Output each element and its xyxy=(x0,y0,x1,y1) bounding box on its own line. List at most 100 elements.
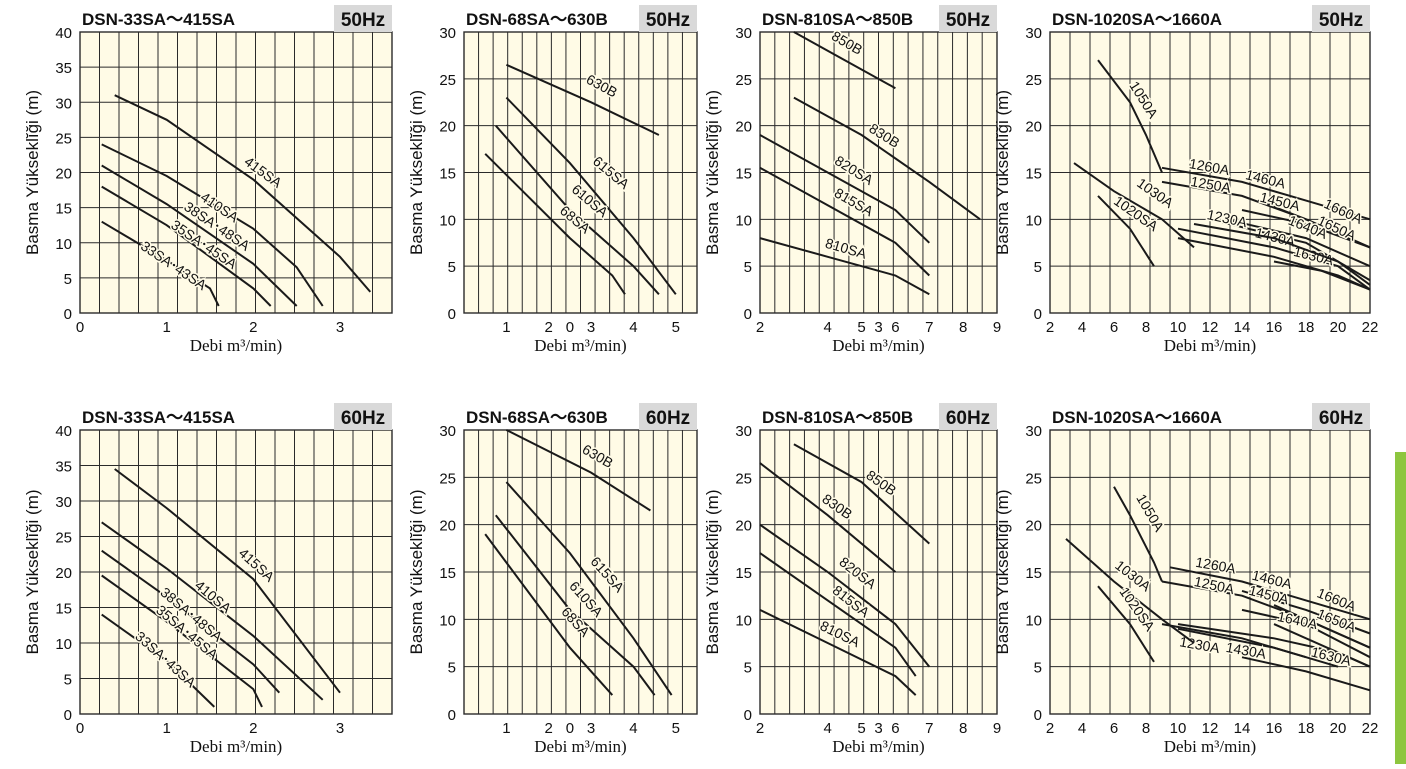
chart-8-x-tick-label: 20 xyxy=(1330,720,1347,737)
chart-4-series-line-1650A xyxy=(1209,218,1371,282)
chart-6-series-line-68SA xyxy=(484,533,614,696)
chart-7-frequency-box xyxy=(939,403,997,430)
chart-7-x-tick-label: 6 xyxy=(891,720,899,737)
chart-8-y-tick-label: 25 xyxy=(1025,470,1042,487)
chart-1-x-tick-label: 3 xyxy=(336,319,344,336)
chart-1-y-tick-label: 5 xyxy=(64,271,72,288)
chart-7-series-line-810SA xyxy=(759,609,917,696)
chart-1-y-tick-label: 10 xyxy=(55,236,72,253)
chart-7-x-tick-label: 3 xyxy=(874,720,882,737)
chart-2-x-tick-label: 2 xyxy=(545,319,553,336)
chart-7-title: DSN-810SA～850B xyxy=(762,408,913,427)
chart-6-x-axis-label: Debi m³/min) xyxy=(534,737,626,756)
chart-1-title: DSN-33SA～415SA xyxy=(82,10,235,29)
chart-7-x-tick-label: 5 xyxy=(857,720,865,737)
chart-4-series-line-1640A xyxy=(1177,227,1371,291)
chart-3-series-line-820SA xyxy=(759,134,930,244)
chart-2-series-line-68SA xyxy=(484,153,626,295)
chart-3-series-line-850B xyxy=(793,31,896,90)
chart-1-x-tick-label: 0 xyxy=(76,319,84,336)
chart-1-frequency-label: 50Hz xyxy=(341,10,385,31)
chart-6-frequency-label: 60Hz xyxy=(646,408,690,429)
chart-3-y-tick-label: 20 xyxy=(735,119,752,136)
chart-2-y-tick-label: 20 xyxy=(439,119,456,136)
chart-4-y-tick-label: 20 xyxy=(1025,119,1042,136)
chart-4-x-tick-label: 22 xyxy=(1362,319,1379,336)
chart-4-title: DSN-1020SA～1660A xyxy=(1052,10,1222,29)
chart-3-x-tick-label: 8 xyxy=(959,319,967,336)
chart-8-x-tick-label: 12 xyxy=(1202,720,1219,737)
chart-1-series-line-415SA xyxy=(114,94,372,293)
chart-7-y-tick-label: 15 xyxy=(735,565,752,582)
chart-8-x-axis-label: Debi m³/min) xyxy=(1164,737,1256,756)
chart-4-y-tick-label: 30 xyxy=(1025,25,1042,42)
chart-3-series-line-810SA xyxy=(759,237,930,296)
chart-7-x-tick-label: 4 xyxy=(824,720,832,737)
chart-1-plot-frame xyxy=(79,31,393,314)
chart-3-x-tick-label: 2 xyxy=(756,319,764,336)
chart-4-y-tick-label: 0 xyxy=(1034,306,1042,323)
chart-8-series-line-1030A xyxy=(1065,538,1195,644)
chart-1-frequency-box xyxy=(334,5,392,32)
chart-4-x-tick-label: 10 xyxy=(1170,319,1187,336)
chart-4-frequency-box xyxy=(1312,5,1370,32)
chart-3-x-tick-label: 7 xyxy=(925,319,933,336)
chart-8-x-tick-label: 10 xyxy=(1170,720,1187,737)
chart-2-y-tick-label: 0 xyxy=(448,306,456,323)
chart-8-y-tick-label: 5 xyxy=(1034,660,1042,677)
chart-6-y-tick-label: 10 xyxy=(439,612,456,629)
chart-5-series-line-415SA xyxy=(114,468,341,694)
chart-2-frequency-box xyxy=(639,5,697,32)
chart-4-series-line-1230A xyxy=(1193,223,1371,286)
chart-2-series-line-630B xyxy=(505,63,660,136)
chart-8-series-line-1630A xyxy=(1241,656,1371,692)
chart-4-plot-frame xyxy=(1049,31,1371,314)
chart-5-x-tick-label: 2 xyxy=(249,720,257,737)
chart-2-y-axis-label: Basma Yükseklĭği (m) xyxy=(407,90,426,255)
chart-3-x-tick-label: 5 xyxy=(857,319,865,336)
chart-7-frequency-label: 60Hz xyxy=(946,408,990,429)
chart-5-x-tick-label: 1 xyxy=(162,720,170,737)
chart-3-x-tick-label: 6 xyxy=(891,319,899,336)
chart-2-series-line-615SA xyxy=(505,96,677,295)
chart-1-series-line-33SA･43SA xyxy=(101,220,220,307)
chart-4-x-tick-label: 16 xyxy=(1266,319,1283,336)
chart-2-y-tick-label: 5 xyxy=(448,259,456,276)
chart-1-series-line-35SA･45SA xyxy=(101,185,272,307)
chart-4-series-line-1630A xyxy=(1273,260,1371,291)
chart-5-y-tick-label: 30 xyxy=(55,494,72,511)
chart-3-y-tick-label: 10 xyxy=(735,212,752,229)
chart-4-x-tick-label: 18 xyxy=(1298,319,1315,336)
chart-1-x-axis-label: Debi m³/min) xyxy=(190,336,282,355)
chart-6-y-axis-label: Basma Yükseklĭği (m) xyxy=(407,489,426,654)
chart-8-x-tick-label: 22 xyxy=(1362,720,1379,737)
chart-2-x-tick-label: 3 xyxy=(587,319,595,336)
chart-3-x-tick-label: 3 xyxy=(874,319,882,336)
chart-7-y-tick-label: 5 xyxy=(744,660,752,677)
chart-4-y-tick-label: 25 xyxy=(1025,72,1042,89)
chart-7-series-line-830B xyxy=(759,462,897,573)
chart-2-title: DSN-68SA～630B xyxy=(466,10,608,29)
chart-1-y-tick-label: 0 xyxy=(64,306,72,323)
chart-6-x-tick-label: 0 xyxy=(566,720,574,737)
chart-6-y-tick-label: 15 xyxy=(439,565,456,582)
chart-7-x-axis-label: Debi m³/min) xyxy=(832,737,924,756)
chart-1-y-tick-label: 30 xyxy=(55,95,72,112)
chart-3-y-tick-label: 25 xyxy=(735,72,752,89)
chart-3-frequency-label: 50Hz xyxy=(946,10,990,31)
chart-4-x-tick-label: 12 xyxy=(1202,319,1219,336)
chart-3-y-tick-label: 30 xyxy=(735,25,752,42)
chart-4-y-tick-label: 5 xyxy=(1034,259,1042,276)
chart-3-series-line-815SA xyxy=(759,166,930,277)
chart-7-series-line-815SA xyxy=(759,552,917,677)
chart-2-plot-frame xyxy=(463,31,698,314)
chart-6-y-tick-label: 20 xyxy=(439,518,456,535)
chart-3-x-tick-label: 9 xyxy=(993,319,1001,336)
chart-7-series-line-820SA xyxy=(759,523,931,668)
chart-2-y-tick-label: 15 xyxy=(439,166,456,183)
chart-4-series-line-1250A xyxy=(1161,180,1371,249)
chart-4-x-tick-label: 14 xyxy=(1234,319,1251,336)
chart-1-x-tick-label: 2 xyxy=(249,319,257,336)
chart-5-frequency-label: 60Hz xyxy=(341,408,385,429)
chart-4-y-tick-label: 15 xyxy=(1025,166,1042,183)
